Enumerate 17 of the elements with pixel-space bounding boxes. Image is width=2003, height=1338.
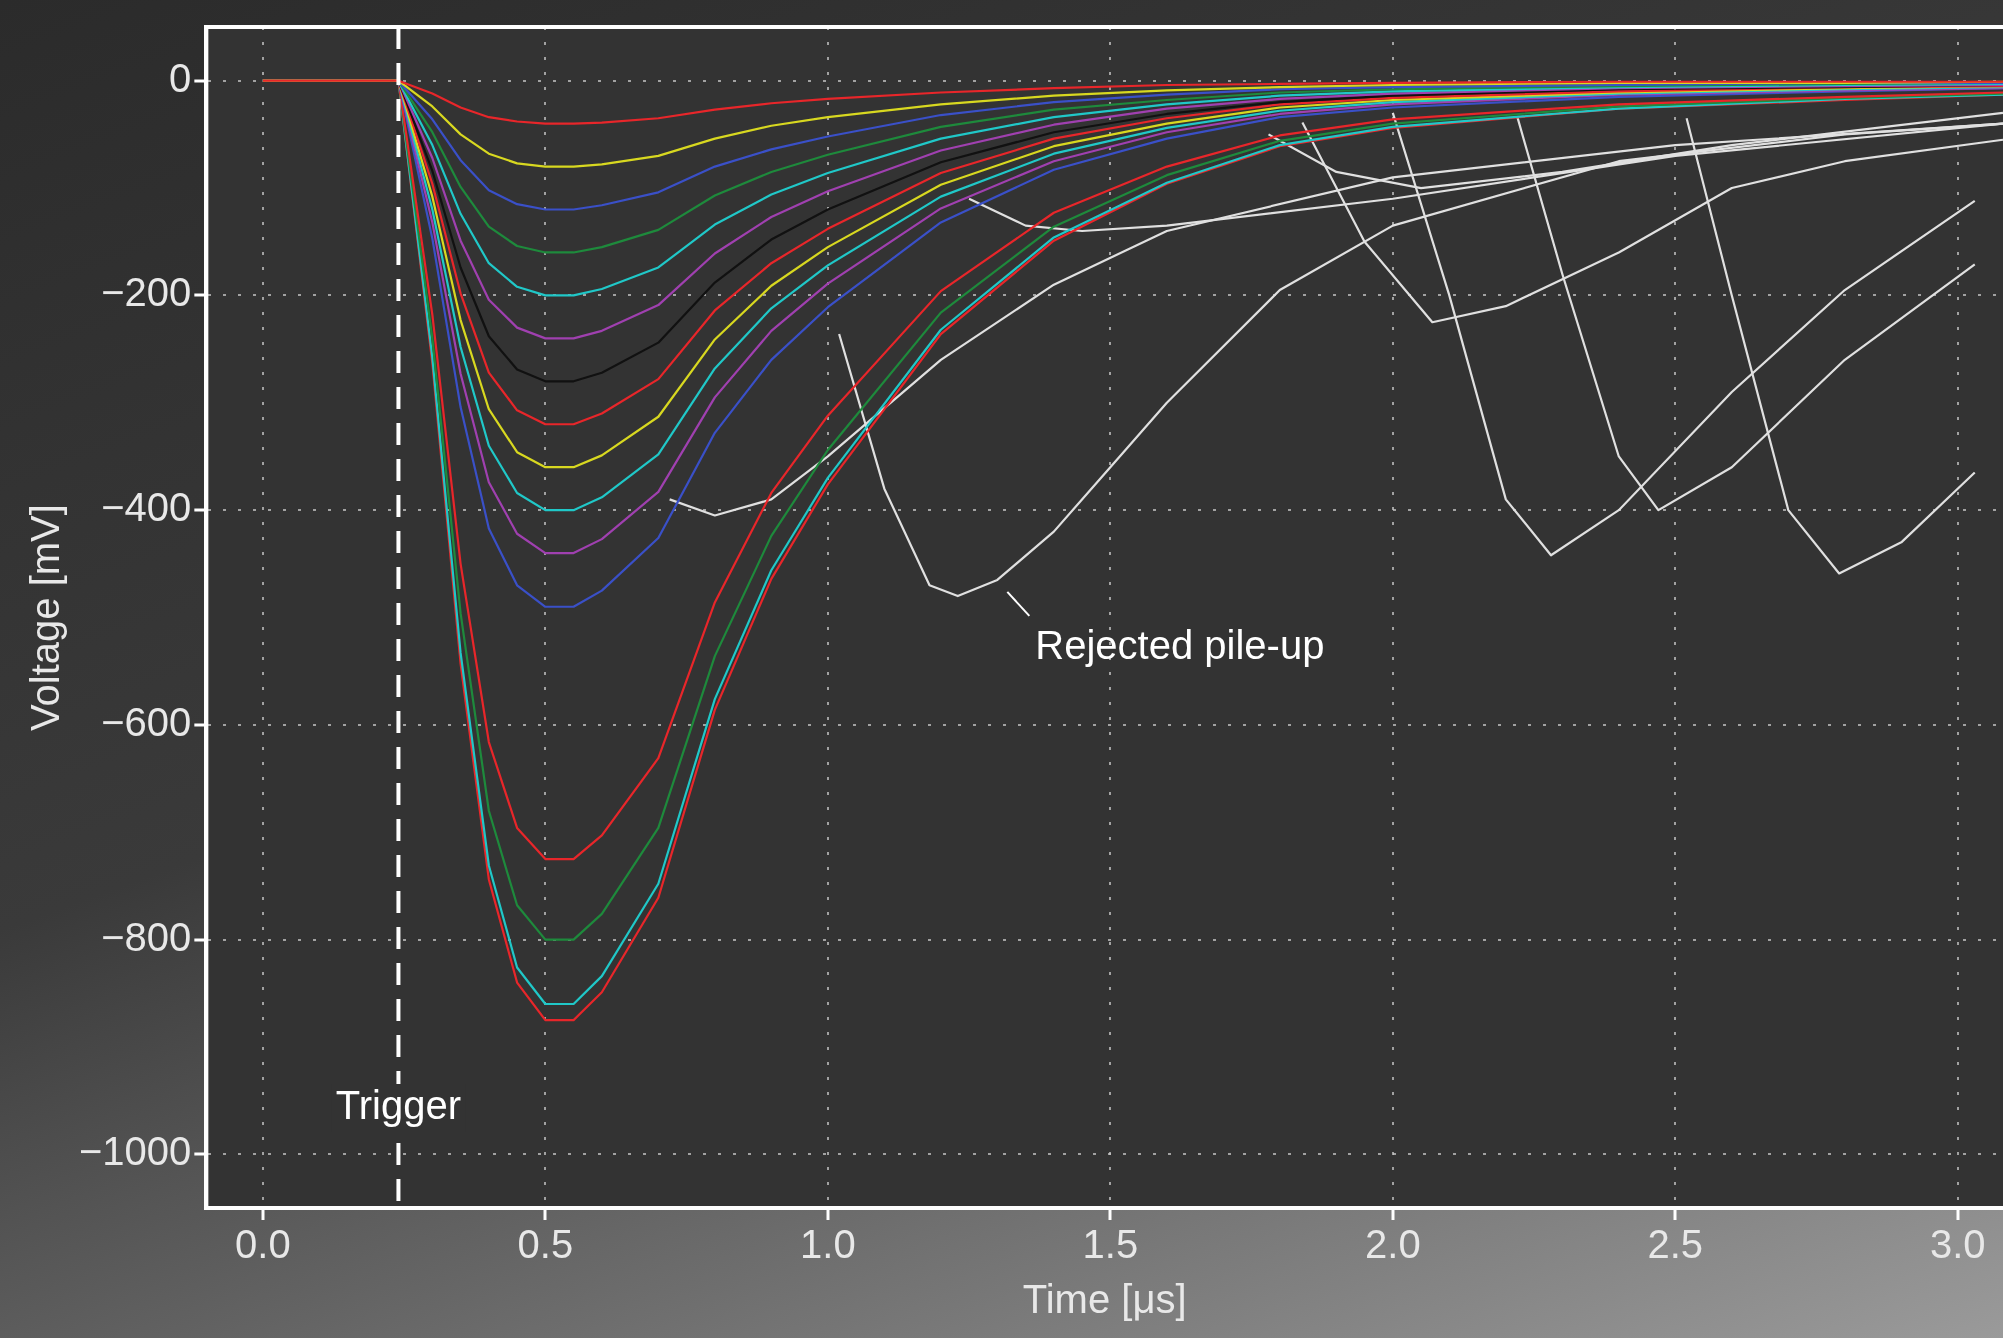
y-tick-label: −1000 (79, 1129, 192, 1174)
x-tick-label: 0.5 (517, 1222, 574, 1267)
ref-line-label: Trigger (335, 1083, 462, 1128)
y-tick-label: −800 (101, 914, 192, 959)
x-tick-label: 0.0 (235, 1222, 291, 1267)
y-tick-label: 0 (169, 55, 192, 100)
annotation: Rejected pile-up (1035, 622, 1325, 667)
x-tick-label: 1.5 (1082, 1222, 1139, 1267)
x-tick-label: 2.5 (1647, 1222, 1704, 1267)
y-tick-label: −200 (101, 270, 192, 315)
y-tick-label: −600 (101, 699, 192, 744)
x-axis-title: Time [μs] (1022, 1277, 1187, 1322)
x-tick-label: 1.0 (800, 1222, 856, 1267)
x-tick-label: 3.0 (1930, 1222, 1986, 1267)
x-tick-label: 2.0 (1365, 1222, 1421, 1267)
y-tick-label: −400 (101, 485, 192, 530)
y-axis-title: Voltage [mV] (23, 504, 68, 731)
